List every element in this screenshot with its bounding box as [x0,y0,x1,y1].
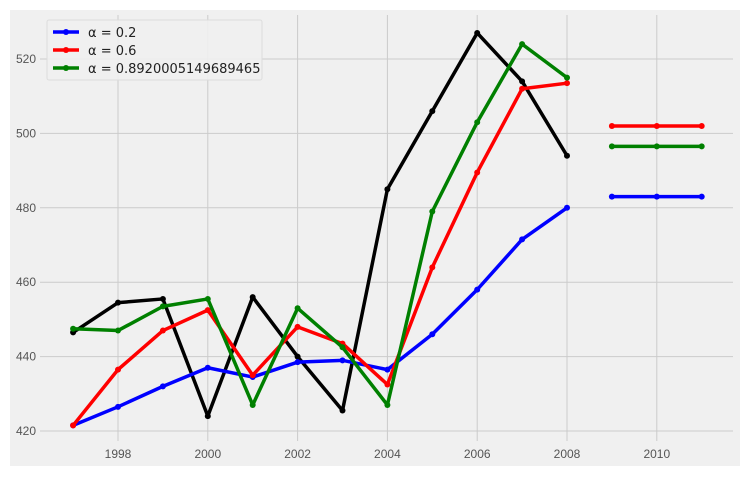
legend-marker [63,29,69,35]
series-marker [474,119,481,126]
series-marker [115,299,121,306]
series-marker [294,323,301,330]
y-tick-label: 520 [16,52,36,66]
series-marker [474,29,481,36]
series-marker [564,204,570,211]
forecast-marker [653,193,660,200]
series-marker [384,381,391,388]
legend-marker [63,65,69,71]
y-tick-label: 440 [16,350,36,364]
series-marker [519,85,526,92]
x-axis-ticks: 1998 2000 2002 2004 2006 2008 2010 [105,447,671,461]
series-marker [294,305,301,312]
series-marker [204,413,211,420]
series-marker [519,236,526,243]
series-line [72,206,569,428]
series-marker [384,401,391,408]
forecast-marker [653,122,660,129]
series-marker [564,152,570,159]
series-marker [294,353,301,360]
y-tick-label: 500 [16,126,36,140]
series-marker [519,78,526,85]
forecast-marker [698,122,705,129]
series-marker [115,366,121,373]
x-tick-label: 2004 [374,447,401,461]
x-tick-label: 2000 [194,447,221,461]
forecast-marker [608,193,615,200]
legend-box [46,19,263,81]
series-marker [429,208,436,215]
series-marker [429,331,436,338]
series-marker [429,264,436,271]
y-tick-label: 480 [16,201,36,215]
series-marker [384,366,391,373]
series-marker [159,383,166,390]
legend-label: α = 0.8920005149689465 [88,62,260,77]
x-tick-label: 2008 [554,447,581,461]
y-tick-label: 420 [16,424,36,438]
legend: α = 0.2 α = 0.6 α = 0.8920005149689465 [46,19,263,81]
series-marker [384,186,391,193]
series-marker [204,307,211,314]
series-marker [429,108,436,115]
y-axis-ticks: 420 440 460 480 500 520 [16,52,36,438]
x-tick-label: 2006 [464,447,491,461]
series-marker [564,80,570,87]
series-marker [70,422,77,429]
legend-marker [63,47,69,53]
series-marker [115,403,121,410]
legend-label: α = 0.2 [88,26,136,41]
series-line [72,31,569,418]
forecast-marker [698,193,705,200]
series-marker [294,359,301,366]
series-marker [249,294,256,301]
series-marker [204,295,211,302]
series-marker [474,286,481,293]
series-marker [249,372,256,379]
series-marker [159,295,166,302]
series-line [73,42,569,407]
x-tick-label: 2002 [284,447,311,461]
x-tick-label: 1998 [105,447,132,461]
forecast-marker [608,143,615,150]
plot-series [70,29,705,429]
legend-label: α = 0.6 [88,44,136,59]
series-marker [474,169,481,176]
series-marker [519,41,526,48]
forecast-marker [653,143,660,150]
forecast-marker [608,122,615,129]
series-line [71,81,568,427]
forecast-marker [698,143,705,150]
series-marker [339,407,346,414]
y-tick-label: 460 [16,275,36,289]
series-marker [249,401,256,408]
series-marker [339,344,346,351]
series-marker [115,327,121,334]
series-marker [564,74,570,81]
series-marker [204,364,211,371]
x-tick-label: 2010 [643,447,670,461]
series-marker [159,303,166,310]
series-marker [159,327,166,334]
series-marker [70,325,77,332]
series-marker [339,357,346,364]
